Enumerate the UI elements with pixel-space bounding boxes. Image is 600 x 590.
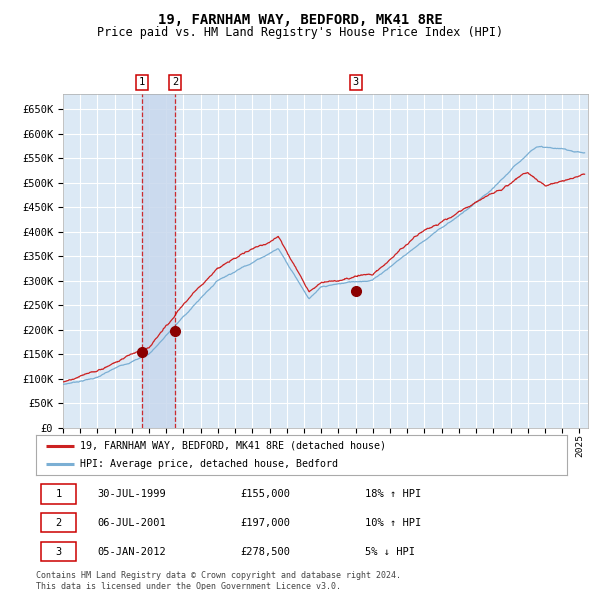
Text: 19, FARNHAM WAY, BEDFORD, MK41 8RE: 19, FARNHAM WAY, BEDFORD, MK41 8RE	[158, 13, 442, 27]
Text: Contains HM Land Registry data © Crown copyright and database right 2024.
This d: Contains HM Land Registry data © Crown c…	[36, 571, 401, 590]
Text: 10% ↑ HPI: 10% ↑ HPI	[365, 518, 421, 527]
Text: 1: 1	[55, 489, 62, 499]
FancyBboxPatch shape	[41, 484, 76, 503]
FancyBboxPatch shape	[41, 513, 76, 532]
Text: 06-JUL-2001: 06-JUL-2001	[97, 518, 166, 527]
Text: 05-JAN-2012: 05-JAN-2012	[97, 546, 166, 556]
Text: 18% ↑ HPI: 18% ↑ HPI	[365, 489, 421, 499]
Text: £155,000: £155,000	[241, 489, 290, 499]
Text: £197,000: £197,000	[241, 518, 290, 527]
Text: 2: 2	[55, 518, 62, 527]
Text: 30-JUL-1999: 30-JUL-1999	[97, 489, 166, 499]
Text: 3: 3	[55, 546, 62, 556]
FancyBboxPatch shape	[41, 542, 76, 561]
Text: 5% ↓ HPI: 5% ↓ HPI	[365, 546, 415, 556]
Bar	[142, 94, 175, 428]
Text: 2: 2	[172, 77, 178, 87]
Text: HPI: Average price, detached house, Bedford: HPI: Average price, detached house, Bedf…	[80, 459, 338, 469]
Text: Price paid vs. HM Land Registry's House Price Index (HPI): Price paid vs. HM Land Registry's House …	[97, 26, 503, 39]
Text: 1: 1	[139, 77, 145, 87]
Text: £278,500: £278,500	[241, 546, 290, 556]
Text: 3: 3	[353, 77, 359, 87]
Text: 19, FARNHAM WAY, BEDFORD, MK41 8RE (detached house): 19, FARNHAM WAY, BEDFORD, MK41 8RE (deta…	[80, 441, 386, 451]
